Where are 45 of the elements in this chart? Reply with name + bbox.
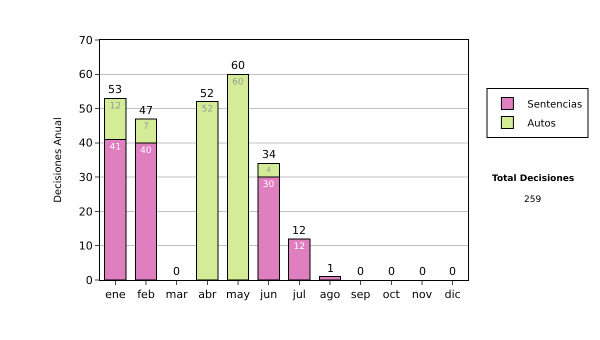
x-tick-label: oct (382, 288, 401, 302)
total-label: 0 (449, 265, 456, 278)
x-tick-label: ene (105, 288, 126, 302)
y-tick-label: 40 (78, 136, 93, 150)
data-label: 7 (143, 122, 149, 132)
y-tick-label: 0 (86, 274, 93, 287)
total-label: 1 (327, 262, 334, 275)
x-tick-label: jun (259, 288, 278, 302)
total-label: 0 (357, 265, 364, 278)
x-tick-label: feb (137, 288, 155, 302)
x-tick-label: nov (412, 288, 433, 302)
x-tick-label: may (226, 288, 250, 302)
total-label: 53 (108, 83, 122, 96)
total-label: 34 (262, 148, 276, 161)
total-label: 0 (419, 265, 426, 278)
data-label: 41 (110, 142, 122, 152)
total-label: 47 (139, 104, 153, 117)
total-label: 12 (292, 224, 306, 237)
data-label: 30 (262, 180, 275, 190)
text: 259 (524, 195, 542, 205)
x-tick-label: jul (292, 288, 306, 302)
data-label: 60 (232, 77, 244, 88)
legend-label: Sentencias (527, 99, 582, 110)
y-tick-label: 10 (78, 240, 93, 253)
x-tick-label: sep (350, 288, 370, 302)
data-label: 52 (202, 104, 214, 115)
y-tick-label: 30 (78, 170, 93, 184)
legend-label: Autos (527, 118, 556, 130)
total-label: 0 (388, 265, 395, 278)
data-label: 40 (140, 146, 152, 156)
y-tick-label: 70 (78, 34, 93, 47)
y-tick-label: 20 (78, 205, 93, 218)
x-tick-label: mar (166, 288, 188, 302)
data-label: 12 (294, 242, 306, 252)
data-label: 12 (110, 101, 122, 112)
y-axis-title: Decisiones Anual (52, 117, 64, 203)
text: Total Decisiones (492, 174, 574, 184)
total-label: 0 (173, 265, 180, 278)
y-tick-label: 60 (78, 68, 93, 82)
x-tick-label: dic (444, 288, 461, 302)
total-label: 52 (200, 87, 214, 100)
x-tick-label: ago (320, 288, 340, 302)
y-tick-label: 50 (78, 102, 93, 116)
total-label: 60 (231, 59, 245, 72)
x-tick-label: abr (198, 288, 217, 302)
